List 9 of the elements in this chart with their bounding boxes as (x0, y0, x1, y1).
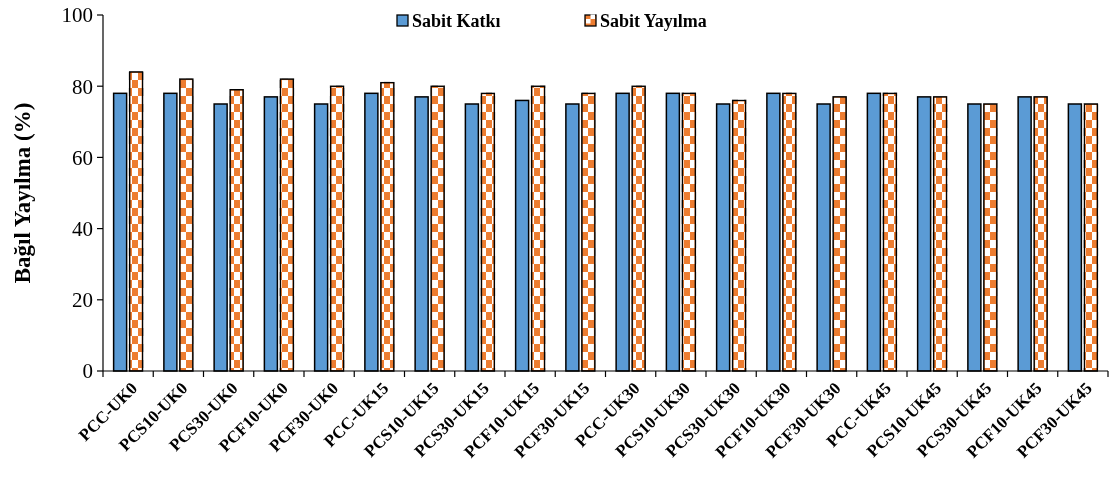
y-tick-label: 0 (82, 359, 93, 384)
y-tick-label: 60 (72, 145, 93, 170)
y-tick-label: 20 (72, 288, 93, 313)
y-tick-label: 100 (61, 3, 93, 28)
y-tick-label: 80 (72, 74, 93, 99)
y-axis-title: Bağıl Yayılma (%) (10, 102, 35, 284)
legend-label: Sabit Katkı (412, 11, 501, 32)
y-tick-label: 40 (72, 216, 93, 241)
legend-label: Sabit Yayılma (600, 11, 707, 32)
